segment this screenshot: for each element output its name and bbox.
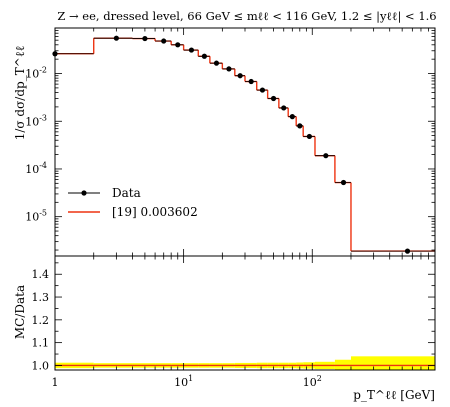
main-ytick-label-0: 10-2 (25, 66, 47, 81)
data-point-8 (226, 66, 232, 72)
data-point-7 (213, 60, 220, 66)
xtick-label-0: 1 (52, 376, 59, 389)
main-ytick-label-2: 10-4 (25, 161, 47, 176)
data-point-15 (297, 123, 303, 129)
main-ytick-label-3: 10-5 (25, 209, 47, 224)
chart-title: Z → ee, dressed level, 66 GeV ≤ mℓℓ < 11… (57, 9, 436, 24)
data-point-13 (281, 105, 287, 111)
main-ytick-label-1: 10-3 (25, 113, 47, 128)
data-point-6 (201, 53, 207, 59)
ratio-ytick-label-1: 1.1 (32, 337, 50, 350)
data-point-18 (340, 179, 347, 186)
data-points (52, 35, 435, 254)
xtick-label-1: 101 (174, 374, 193, 389)
xtick-label-2: 102 (303, 374, 322, 389)
legend: Data [19] 0.003602 (68, 186, 198, 219)
ratio-ytick-label-4: 1.4 (32, 268, 50, 281)
data-point-4 (175, 42, 181, 48)
data-point-14 (289, 114, 295, 120)
data-point-12 (270, 95, 277, 102)
data-point-16 (306, 133, 312, 140)
ratio-y-axis-label: MC/Data (13, 285, 27, 339)
x-axis-label: p_T^ℓℓ [GeV] (353, 388, 435, 402)
mc-histogram (55, 37, 435, 252)
legend-label-data: Data (112, 186, 141, 200)
data-point-17 (323, 153, 329, 159)
data-point-11 (259, 87, 266, 93)
ratio-ytick-label-2: 1.2 (32, 314, 50, 327)
data-point-2 (142, 35, 148, 42)
ratio-ytick-label-3: 1.3 (32, 291, 50, 304)
legend-label-mc: [19] 0.003602 (112, 205, 198, 219)
main-plot: 10-2 10-3 10-4 10-5 (25, 27, 436, 257)
ratio-plot: 1.0 1.1 1.2 1.3 1.4 1 101 102 (32, 255, 436, 389)
data-point-3 (161, 38, 167, 44)
data-point-19 (404, 248, 411, 254)
y-axis-label: 1/σ dσ/dp_T^ℓℓ (13, 45, 27, 140)
ratio-ytick-label-0: 1.0 (32, 359, 50, 372)
legend-data-marker (81, 190, 87, 196)
data-point-1 (113, 35, 119, 41)
main-axis-ticks: 10-2 10-3 10-4 10-5 (25, 27, 436, 256)
data-point-9 (237, 73, 243, 79)
data-point-5 (188, 47, 195, 53)
data-point-10 (248, 78, 254, 85)
ratio-plot-frame (54, 255, 436, 371)
main-plot-frame (54, 27, 436, 257)
ratio-band-bin-19 (350, 356, 435, 370)
